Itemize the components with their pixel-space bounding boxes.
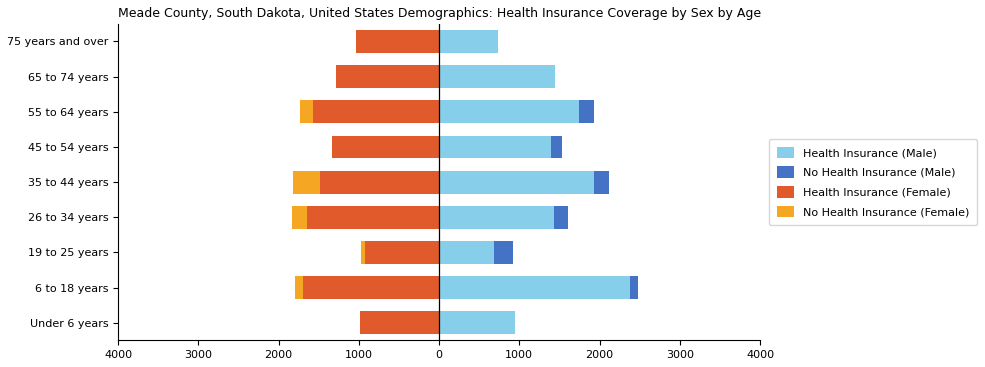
Bar — [439, 311, 515, 334]
Bar — [336, 65, 439, 88]
Bar — [300, 100, 313, 123]
Bar — [439, 65, 555, 88]
Bar — [439, 100, 579, 123]
Bar — [332, 135, 439, 159]
Bar — [365, 241, 439, 264]
Bar — [439, 135, 551, 159]
Bar — [439, 206, 554, 229]
Bar — [439, 241, 493, 264]
Bar — [439, 30, 497, 53]
Bar — [307, 206, 439, 229]
Bar — [302, 276, 439, 299]
Title: Meade County, South Dakota, United States Demographics: Health Insurance Coverag: Meade County, South Dakota, United State… — [117, 7, 760, 20]
Bar — [594, 171, 609, 193]
Bar — [579, 100, 594, 123]
Bar — [295, 276, 302, 299]
Bar — [356, 30, 439, 53]
Bar — [313, 100, 439, 123]
Bar — [551, 135, 561, 159]
Bar — [361, 241, 365, 264]
Bar — [439, 276, 630, 299]
Bar — [493, 241, 513, 264]
Bar — [630, 276, 638, 299]
Legend: Health Insurance (Male), No Health Insurance (Male), Health Insurance (Female), : Health Insurance (Male), No Health Insur… — [769, 139, 977, 225]
Bar — [293, 206, 307, 229]
Bar — [320, 171, 439, 193]
Bar — [439, 171, 594, 193]
Bar — [554, 206, 568, 229]
Bar — [293, 171, 320, 193]
Bar — [360, 311, 439, 334]
